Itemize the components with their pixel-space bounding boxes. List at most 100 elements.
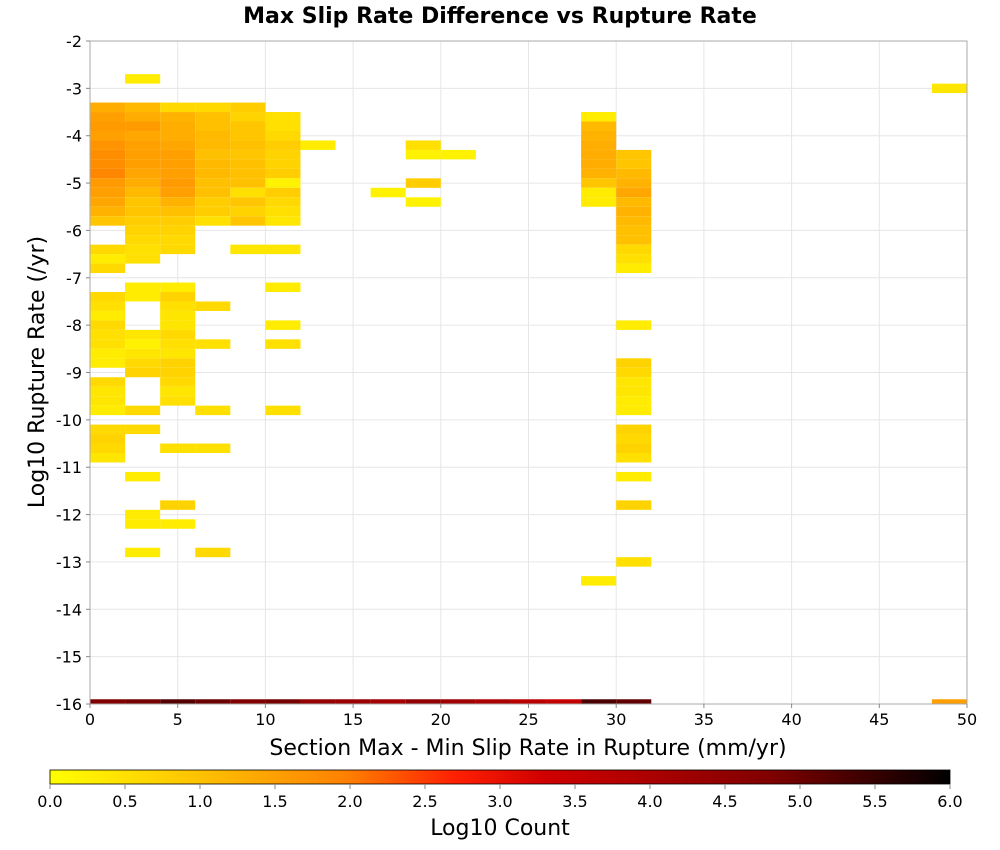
heatmap-cell <box>160 329 196 340</box>
colorbar-label: Log10 Count <box>430 816 570 841</box>
heatmap-cell <box>90 263 126 274</box>
heatmap-cell <box>230 699 266 704</box>
heatmap-cell <box>90 386 126 397</box>
y-tick-label: -2 <box>66 32 82 51</box>
heatmap-cell <box>125 405 161 416</box>
heatmap-cell <box>616 235 652 245</box>
heatmap-cell <box>160 130 196 141</box>
y-axis-ticks: -2 -3 -4 -5 -6 -7 -8 -9 -10 -11 -12 -13 -14 -15 -16 <box>56 32 90 714</box>
heatmap-cell <box>125 339 161 349</box>
heatmap-cell <box>90 405 126 416</box>
heatmap-cell <box>195 216 231 226</box>
heatmap-cell <box>405 178 441 188</box>
heatmap-cell <box>90 434 126 444</box>
heatmap-cell <box>195 112 231 122</box>
heatmap-cell <box>125 699 161 704</box>
heatmap-cell <box>616 197 652 207</box>
heatmap-cell <box>125 509 161 520</box>
x-tick-label: 5 <box>173 710 183 729</box>
heatmap-cell <box>125 121 161 131</box>
y-tick-label: -10 <box>56 411 82 430</box>
heatmap-cell <box>90 329 126 340</box>
heatmap-cell <box>931 83 967 94</box>
heatmap-cell <box>125 112 161 122</box>
heatmap-cell <box>265 216 301 226</box>
y-tick-label: -13 <box>56 553 82 572</box>
heatmap-cell <box>195 206 231 217</box>
heatmap-cell <box>90 187 126 198</box>
x-tick-label: 25 <box>518 710 538 729</box>
heatmap-cell <box>160 348 196 359</box>
heatmap-cell <box>300 699 336 704</box>
heatmap-cell <box>195 178 231 188</box>
heatmap-cell <box>265 282 301 292</box>
y-tick-label: -9 <box>66 364 82 383</box>
heatmap-cell <box>160 282 196 292</box>
heatmap-cell <box>616 159 652 169</box>
heatmap-cell <box>90 453 126 463</box>
y-tick-label: -7 <box>66 269 82 288</box>
heatmap-cell <box>90 377 126 387</box>
x-tick-label: 10 <box>255 710 275 729</box>
heatmap-cell <box>616 367 652 378</box>
heatmap-cell <box>616 443 652 454</box>
y-tick-label: -12 <box>56 506 82 525</box>
heatmap-cell <box>616 396 652 406</box>
heatmap-cell <box>230 178 266 188</box>
heatmap-cell <box>125 367 161 378</box>
heatmap-cell <box>581 699 617 704</box>
heatmap-cells <box>90 74 967 704</box>
colorbar-tick-label: 3.5 <box>562 792 587 811</box>
heatmap-cell <box>265 187 301 198</box>
heatmap-cell <box>160 216 196 226</box>
heatmap-cell <box>160 310 196 321</box>
heatmap-cell <box>616 471 652 482</box>
heatmap-cell <box>125 424 161 435</box>
heatmap-cell <box>195 339 231 349</box>
heatmap-cell <box>230 187 266 198</box>
heatmap-cell <box>265 405 301 416</box>
heatmap-cell <box>125 329 161 340</box>
y-tick-label: -3 <box>66 79 82 98</box>
heatmap-cell <box>616 453 652 463</box>
x-tick-label: 45 <box>869 710 889 729</box>
heatmap-cell <box>581 168 617 179</box>
heatmap-cell <box>90 339 126 349</box>
heatmap-cell <box>125 159 161 169</box>
heatmap-cell <box>160 500 196 510</box>
heatmap-cell <box>616 244 652 255</box>
colorbar-tick-label: 0.5 <box>112 792 137 811</box>
x-tick-label: 30 <box>606 710 626 729</box>
heatmap-cell <box>616 149 652 160</box>
heatmap-cell <box>90 112 126 122</box>
heatmap-cell <box>160 377 196 387</box>
heatmap-cell <box>90 178 126 188</box>
heatmap-cell <box>546 699 582 704</box>
colorbar-tick-label: 0.0 <box>37 792 62 811</box>
heatmap-cell <box>90 254 126 264</box>
heatmap-cell <box>90 121 126 131</box>
heatmap-cell <box>90 396 126 406</box>
x-tick-label: 20 <box>431 710 451 729</box>
colorbar-tick-label: 3.0 <box>487 792 512 811</box>
heatmap-cell <box>616 424 652 435</box>
y-tick-label: -16 <box>56 695 82 714</box>
heatmap-cell <box>125 225 161 236</box>
heatmap-cell <box>160 178 196 188</box>
colorbar-tick-label: 2.0 <box>337 792 362 811</box>
x-tick-label: 0 <box>85 710 95 729</box>
heatmap-cell <box>160 291 196 302</box>
heatmap-cell <box>335 699 371 704</box>
heatmap-cell <box>265 320 301 330</box>
heatmap-cell <box>160 235 196 245</box>
heatmap-cell <box>616 263 652 274</box>
heatmap-cell <box>440 699 476 704</box>
colorbar-tick-label: 4.5 <box>712 792 737 811</box>
heatmap-cell <box>125 130 161 141</box>
heatmap-cell <box>195 159 231 169</box>
heatmap-cell <box>405 140 441 150</box>
heatmap-cell <box>265 206 301 217</box>
heatmap-cell <box>160 168 196 179</box>
heatmap-cell <box>195 547 231 558</box>
heatmap-cell <box>90 159 126 169</box>
